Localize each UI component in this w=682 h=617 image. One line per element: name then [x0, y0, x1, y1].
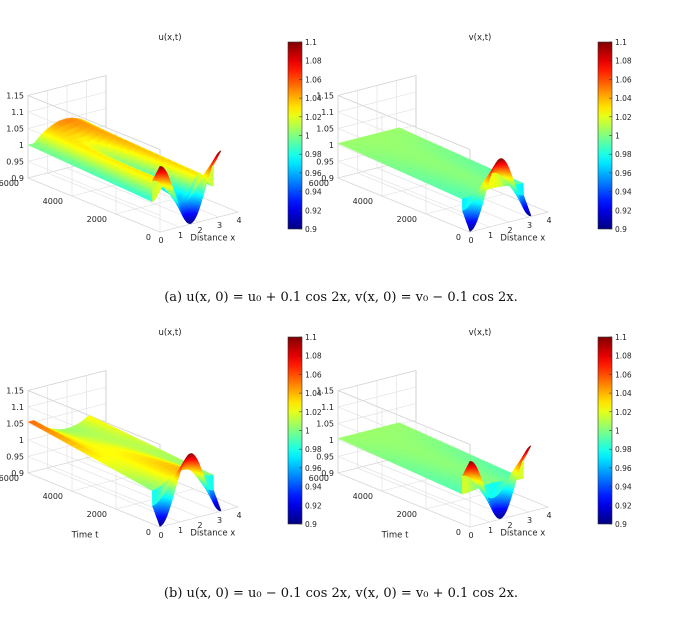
- y-tick-label: 2000: [87, 215, 107, 224]
- colorbar-tick-label: 1: [305, 132, 310, 141]
- surface: [337, 127, 532, 232]
- x-tick-label: 1: [178, 231, 183, 240]
- surface-patch: [212, 164, 214, 187]
- plot-panel-a-u: 0.9 0.95 1 1.05 1.1 1.15 0 1 2 3 4 0 2000 4000 6000 Dis…: [0, 0, 341, 290]
- colorbar-tick-label: 0.92: [305, 206, 322, 215]
- surface-patch: [219, 150, 222, 152]
- surface-patch: [522, 183, 524, 196]
- surface: [27, 117, 222, 224]
- plot-panel-a-v: 0.9 0.95 1 1.05 1.1 1.15 0 1 2 3 4 0 2000 4000 6000 Dis…: [309, 0, 651, 290]
- colorbar-tick-label: 0.98: [305, 150, 322, 159]
- z-tick-label: 1.05: [6, 125, 24, 134]
- colorbar-tick-label: 1.04: [305, 94, 322, 103]
- x-tick-label: 2: [197, 226, 202, 235]
- y-tick-label: 4000: [43, 197, 63, 206]
- colorbar: 0.9 0.92 0.94 0.96 0.98 1 1.02 1.04 1.06 1.08 1.1: [287, 38, 322, 234]
- colorbar-tick-label: 0.9: [305, 225, 317, 234]
- colorbar-tick-label: 1.1: [305, 38, 317, 47]
- surface-chart-a-v: 0.90.9511.051.11.15012340200040006000Dis…: [309, 33, 632, 245]
- z-tick-label: 0.95: [6, 158, 24, 167]
- x-tick-label: 3: [217, 221, 222, 230]
- x-axis-label: Distance x: [190, 234, 235, 244]
- colorbar-tick-label: 0.96: [305, 169, 322, 178]
- z-tick-label: 1.15: [6, 92, 24, 101]
- y-tick-label: 0: [146, 233, 151, 242]
- x-tick-label: 0: [158, 236, 163, 245]
- surface-chart-a-u: 0.9 0.95 1 1.05 1.1 1.15 0 1 2 3 4 0 2000 4000 6000 Dis…: [0, 33, 322, 246]
- z-tick-label: 0.9: [11, 174, 24, 183]
- x-tick-label: 4: [236, 216, 241, 225]
- z-tick-label: 1.1: [11, 108, 24, 117]
- z-tick-label: 1: [19, 141, 24, 150]
- colorbar-tick-label: 1.08: [305, 57, 322, 66]
- chart-title: u(x,t): [158, 33, 181, 43]
- colorbar-tick-label: 0.94: [305, 188, 322, 197]
- colorbar-tick-label: 1.02: [305, 113, 322, 122]
- colorbar-tick-label: 1.06: [305, 75, 322, 84]
- y-tick-label: 6000: [0, 179, 19, 188]
- tick-labels: 0.9 0.95 1 1.05 1.1 1.15 0 1 2 3 4 0 2000 4000 6000: [0, 92, 242, 246]
